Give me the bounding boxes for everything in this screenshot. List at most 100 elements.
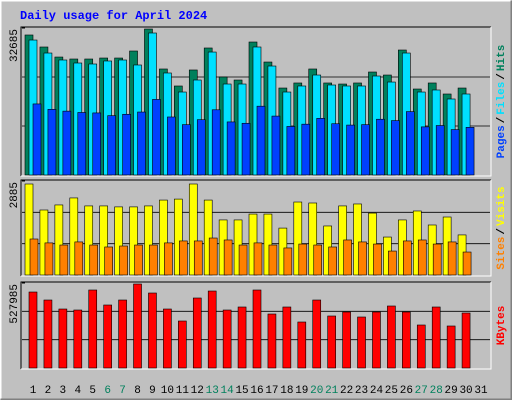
y-tick-label: 2885 <box>9 182 21 208</box>
bar <box>179 240 188 276</box>
bar <box>346 124 355 176</box>
bar <box>107 115 116 176</box>
bar <box>119 245 128 276</box>
bar <box>196 119 206 176</box>
x-tick-label: 5 <box>89 385 96 397</box>
bar <box>267 313 277 369</box>
bar <box>376 118 385 176</box>
bar <box>149 244 158 276</box>
bar <box>226 121 236 176</box>
bar <box>342 311 351 369</box>
x-tick-label: 12 <box>191 385 204 397</box>
x-tick-label: 9 <box>149 385 156 397</box>
x-tick-label: 21 <box>325 385 339 397</box>
x-tick-label: 24 <box>370 385 384 397</box>
x-tick-label: 2 <box>45 385 52 397</box>
bar <box>431 306 441 369</box>
bar <box>148 292 157 369</box>
bar <box>253 242 263 276</box>
bar <box>44 242 54 276</box>
bar <box>450 129 460 176</box>
bar <box>343 239 352 276</box>
x-tick-label: 29 <box>445 385 458 397</box>
bar <box>286 126 296 176</box>
panel-edge-light <box>21 180 492 277</box>
bar <box>373 243 382 276</box>
bar <box>388 250 397 276</box>
x-tick-label: 20 <box>310 385 323 397</box>
bar <box>29 238 39 276</box>
bar <box>406 111 415 176</box>
bar <box>263 213 273 276</box>
bar <box>69 197 79 276</box>
bar <box>28 291 38 369</box>
x-tick-label: 8 <box>134 385 141 397</box>
x-tick-label: 1 <box>30 385 37 397</box>
bar <box>328 246 337 276</box>
legend-entry: KBytes <box>496 306 508 346</box>
bar <box>89 244 99 276</box>
bar <box>316 118 326 176</box>
bar <box>372 311 381 369</box>
bar <box>252 289 262 369</box>
bar <box>104 246 113 276</box>
bar <box>282 306 292 369</box>
legend-separator: / <box>496 73 508 80</box>
bar <box>447 241 457 276</box>
bar <box>331 123 340 176</box>
bar <box>211 109 221 176</box>
legend: Pages/Files/Hits <box>496 45 508 159</box>
x-tick-label: 28 <box>430 385 443 397</box>
bar <box>203 199 213 276</box>
x-tick-label: 27 <box>415 385 428 397</box>
bar <box>357 316 366 369</box>
bar <box>297 321 307 369</box>
bar <box>164 242 173 276</box>
bar <box>271 115 281 176</box>
bar <box>208 237 218 276</box>
bar <box>74 241 84 276</box>
bar <box>39 209 49 276</box>
bar <box>99 205 108 276</box>
bar <box>207 290 217 369</box>
x-tick-label: 23 <box>355 385 368 397</box>
bar <box>435 125 445 176</box>
x-tick-label: 25 <box>385 385 398 397</box>
bar <box>137 111 146 176</box>
bar <box>58 308 68 369</box>
panel-edge-light <box>21 27 492 177</box>
bar <box>416 324 426 369</box>
x-tick-label: 11 <box>176 385 190 397</box>
x-tick-label: 14 <box>221 385 235 397</box>
bar <box>188 183 198 276</box>
x-tick-label: 10 <box>161 385 174 397</box>
legend-entry: Pages <box>496 125 508 158</box>
bar <box>134 244 143 276</box>
bar <box>222 309 232 369</box>
bar <box>73 309 83 369</box>
legend-separator: / <box>496 228 508 235</box>
bar <box>403 240 412 276</box>
bar <box>461 312 471 369</box>
bar <box>312 299 322 369</box>
x-tick-label: 7 <box>119 385 126 397</box>
bar <box>133 283 142 369</box>
bar <box>43 299 53 369</box>
bar <box>167 116 176 176</box>
bar <box>446 325 456 369</box>
bar <box>122 113 131 176</box>
x-tick-label: 16 <box>250 385 263 397</box>
bar <box>118 299 127 369</box>
bar <box>84 205 94 276</box>
bar <box>432 243 442 276</box>
x-tick-label: 17 <box>265 385 278 397</box>
bar <box>402 311 411 369</box>
legend: KBytes <box>496 306 508 346</box>
chart-title: Daily usage for April 2024 <box>20 9 207 23</box>
bar <box>24 183 34 276</box>
bar <box>144 205 153 276</box>
x-tick-label: 26 <box>400 385 413 397</box>
